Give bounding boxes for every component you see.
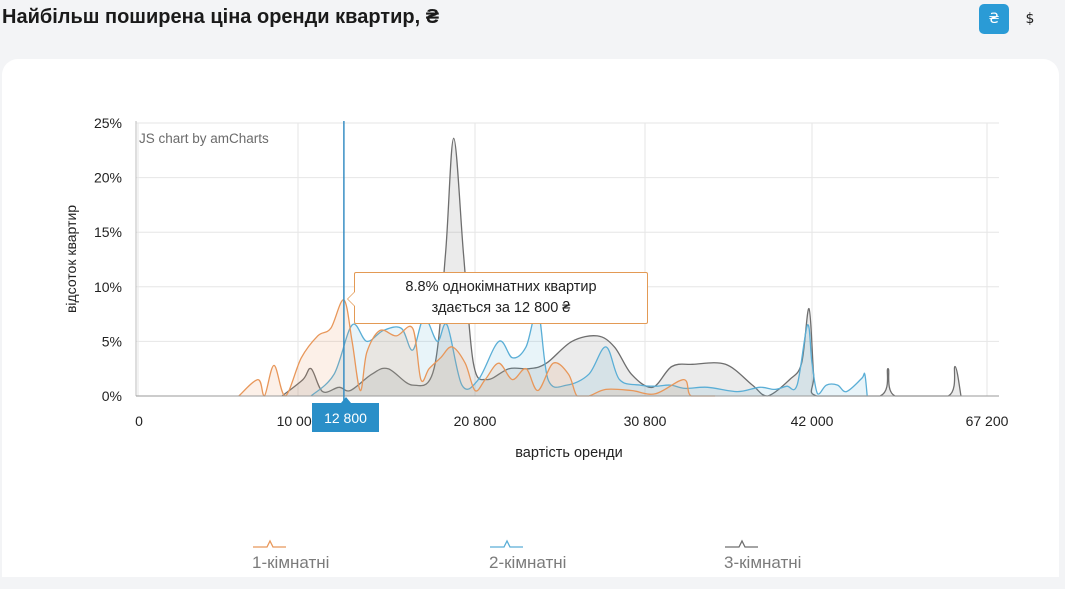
y-tick-label: 15% [94, 224, 122, 240]
legend-item-three-room[interactable]: 3-кімнатні [724, 539, 864, 573]
legend-marker-one-room [253, 539, 286, 548]
chart-axes: 0% 5% 10% 15% 20% 25% 0 10 000 20 800 30 800 42 00… [94, 115, 1009, 429]
y-tick-label: 0% [102, 388, 122, 404]
currency-toggle: ₴ $ [979, 4, 1045, 34]
page-title: Найбільш поширена ціна оренди квартир, ₴ [2, 6, 440, 28]
y-tick-label: 5% [102, 333, 122, 349]
chart-card: 0% 5% 10% 15% 20% 25% 0 10 000 20 800 30 800 42 00… [2, 59, 1059, 577]
x-tick-label: 42 000 [791, 413, 834, 429]
currency-uah-button[interactable]: ₴ [979, 4, 1009, 34]
legend-marker-two-room [490, 539, 523, 548]
y-tick-label: 20% [94, 170, 122, 186]
x-axis-label: вартість оренди [515, 445, 622, 461]
rent-distribution-chart: 0% 5% 10% 15% 20% 25% 0 10 000 20 800 30 800 42 00… [63, 115, 1009, 461]
series-three-room-area [282, 138, 961, 397]
x-tick-label: 30 800 [624, 413, 667, 429]
y-axis-label: відсоток квартир [63, 205, 79, 313]
chart-legend: 1-кімнатні 2-кімнатні 3-кімнатні [2, 539, 1059, 589]
tooltip-pointer [347, 291, 355, 307]
series-two-room-area [311, 310, 868, 396]
legend-label-three-room: 3-кімнатні [724, 553, 802, 572]
y-tick-label: 10% [94, 279, 122, 295]
legend-item-two-room[interactable]: 2-кімнатні [489, 539, 629, 573]
series-three-room-line [281, 137, 962, 397]
x-tick-label: 20 800 [454, 413, 497, 429]
currency-usd-button[interactable]: $ [1015, 4, 1045, 34]
legend-marker-three-room [725, 539, 758, 548]
legend-item-one-room[interactable]: 1-кімнатні [252, 539, 392, 573]
legend-label-one-room: 1-кімнатні [252, 553, 330, 572]
tooltip-line-2: здається за 12 800 ₴ [431, 300, 571, 316]
x-tick-label: 67 200 [966, 413, 1009, 429]
chart-tooltip: 8.8% однокімнатних квартир здається за 1… [347, 272, 648, 324]
chart-series [238, 137, 962, 397]
x-tick-label: 10 000 [277, 413, 320, 429]
legend-label-two-room: 2-кімнатні [489, 553, 567, 572]
cursor-value-badge: 12 800 [312, 397, 379, 432]
x-tick-label: 0 [135, 413, 143, 429]
chart-credit: JS chart by amCharts [139, 131, 269, 146]
tooltip-line-1: 8.8% однокімнатних квартир [405, 279, 597, 295]
series-two-room-line [310, 309, 868, 397]
series-one-room-area [238, 299, 716, 396]
y-tick-label: 25% [94, 115, 122, 131]
